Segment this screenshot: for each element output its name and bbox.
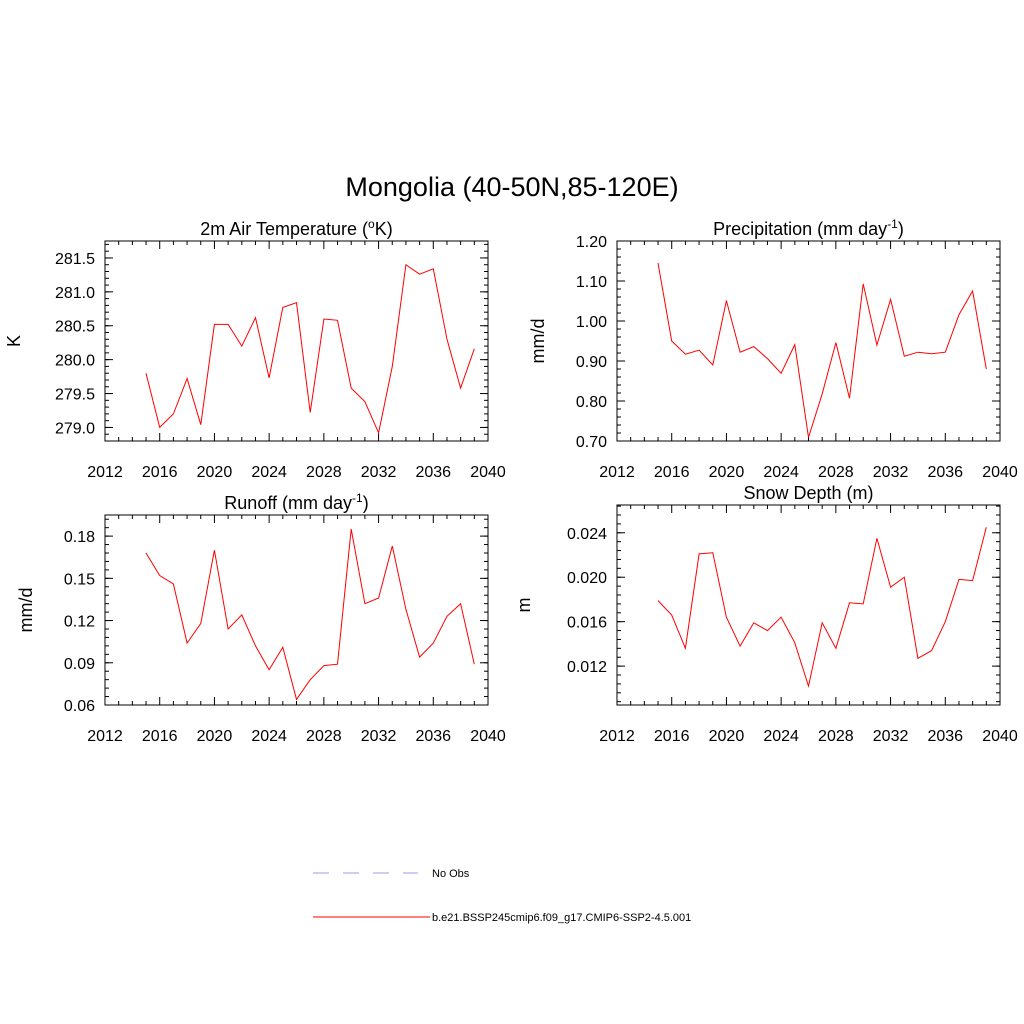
y-tick-label: 0.016 (567, 615, 607, 632)
panel-title: Precipitation (mm day-1) (713, 217, 904, 239)
y-tick-label: 0.12 (64, 614, 95, 631)
y-tick-label: 281.0 (55, 285, 95, 302)
y-tick-label: 279.0 (55, 420, 95, 437)
x-tick-label: 2028 (306, 728, 342, 745)
panel-title: Snow Depth (m) (743, 483, 873, 503)
x-tick-label: 2016 (142, 728, 178, 745)
y-tick-label: 0.70 (576, 434, 607, 451)
series-line (657, 262, 987, 438)
plot-frame (616, 504, 1001, 706)
x-tick-label: 2012 (87, 464, 123, 481)
x-tick-label: 2032 (361, 464, 397, 481)
y-tick-label: 0.020 (567, 570, 607, 587)
chart-panel-3: Runoff (mm day-1) 2012 2016 2020 2024 2028 203… (16, 491, 506, 745)
x-tick-label: 2016 (654, 464, 690, 481)
x-tick-label: 2036 (415, 728, 451, 745)
x-tick-label: 2040 (982, 728, 1018, 745)
x-tick-label: 2024 (251, 464, 287, 481)
series-line (657, 527, 987, 689)
page-title: Mongolia (40-50N,85-120E) (345, 172, 678, 202)
y-tick-label: 280.5 (55, 319, 95, 336)
plot-frame (104, 514, 489, 706)
x-tick-label: 2012 (87, 728, 123, 745)
y-tick-label: 0.012 (567, 659, 607, 676)
plot-frame (616, 240, 1001, 442)
legend: No Obs b.e21.BSSP245cmip6.f09_g17.CMIP6-… (313, 868, 691, 924)
x-tick-label: 2024 (251, 728, 287, 745)
y-tick-label: 1.20 (576, 234, 607, 251)
x-tick-label: 2032 (873, 464, 909, 481)
x-tick-label: 2012 (599, 728, 635, 745)
chart-panels: 2m Air Temperature (oK) 2012 2016 2020 2024 2… (4, 217, 1018, 745)
x-tick-label: 2032 (361, 728, 397, 745)
x-tick-label: 2036 (415, 464, 451, 481)
x-tick-label: 2020 (709, 464, 745, 481)
x-tick-label: 2032 (873, 728, 909, 745)
y-tick-label: 0.90 (576, 354, 607, 371)
y-tick-label: 0.09 (64, 656, 95, 673)
chart-panel-2: Precipitation (mm day-1) 2012 2016 2020 2024… (528, 217, 1018, 481)
y-tick-label: 279.5 (55, 387, 95, 404)
x-tick-label: 2036 (927, 464, 963, 481)
y-tick-label: 0.80 (576, 394, 607, 411)
x-tick-label: 2040 (470, 728, 506, 745)
series-line (145, 529, 475, 701)
x-tick-label: 2020 (197, 464, 233, 481)
y-tick-label: 1.10 (576, 274, 607, 291)
x-tick-label: 2036 (927, 728, 963, 745)
plot-frame (104, 240, 489, 442)
y-tick-label: 0.024 (567, 526, 607, 543)
x-tick-label: 2028 (818, 464, 854, 481)
x-tick-label: 2040 (470, 464, 506, 481)
series-line (145, 263, 475, 435)
chart-panel-1: 2m Air Temperature (oK) 2012 2016 2020 2024 2… (4, 217, 506, 481)
legend-label-model-run: b.e21.BSSP245cmip6.f09_g17.CMIP6-SSP2-4.… (432, 912, 691, 924)
x-tick-label: 2040 (982, 464, 1018, 481)
y-tick-label: 1.00 (576, 314, 607, 331)
y-axis-label: mm/d (528, 319, 548, 364)
y-axis-label: K (4, 335, 24, 347)
y-tick-label: 281.5 (55, 251, 95, 268)
panel-title: 2m Air Temperature (oK) (200, 217, 392, 239)
chart-panel-4: Snow Depth (m) 2012 2016 2020 2024 2028 2032 20… (514, 483, 1018, 745)
x-tick-label: 2028 (818, 728, 854, 745)
y-axis-label: m (514, 598, 534, 613)
x-tick-label: 2016 (142, 464, 178, 481)
y-tick-label: 0.18 (64, 529, 95, 546)
y-tick-label: 280.0 (55, 353, 95, 370)
x-tick-label: 2016 (654, 728, 690, 745)
y-tick-label: 0.06 (64, 698, 95, 715)
y-tick-label: 0.15 (64, 571, 95, 588)
x-tick-label: 2024 (763, 464, 799, 481)
x-tick-label: 2012 (599, 464, 635, 481)
x-tick-label: 2024 (763, 728, 799, 745)
panel-title: Runoff (mm day-1) (224, 491, 368, 513)
x-tick-label: 2020 (197, 728, 233, 745)
y-axis-label: mm/d (16, 588, 36, 633)
x-tick-label: 2020 (709, 728, 745, 745)
x-tick-label: 2028 (306, 464, 342, 481)
legend-label-no-obs: No Obs (432, 868, 470, 880)
